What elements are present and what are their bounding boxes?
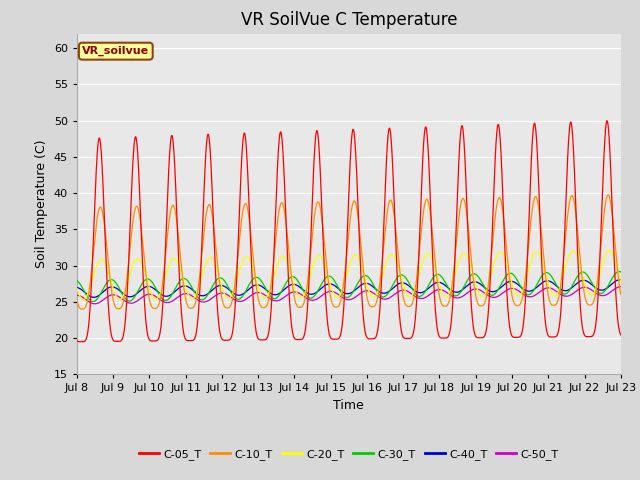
C-30_T: [73, 278, 81, 284]
Line: C-40_T: C-40_T: [77, 280, 621, 297]
C-20_T: [171, 255, 179, 261]
Text: VR_soilvue: VR_soilvue: [82, 46, 149, 56]
C-40_T: [471, 279, 479, 285]
C-40_T: [171, 289, 179, 295]
C-10_T: [616, 289, 624, 295]
C-05_T: [604, 118, 611, 124]
C-20_T: [617, 279, 625, 285]
C-30_T: [471, 271, 479, 277]
C-40_T: [73, 285, 81, 290]
C-40_T: [90, 294, 98, 300]
C-30_T: [89, 299, 97, 304]
C-05_T: [329, 336, 337, 342]
Legend: C-05_T, C-10_T, C-20_T, C-30_T, C-40_T, C-50_T: C-05_T, C-10_T, C-20_T, C-30_T, C-40_T, …: [134, 444, 563, 464]
Title: VR SoilVue C Temperature: VR SoilVue C Temperature: [241, 11, 457, 29]
C-30_T: [329, 275, 337, 281]
C-05_T: [617, 332, 625, 338]
C-50_T: [471, 286, 479, 292]
C-30_T: [171, 287, 179, 292]
C-30_T: [441, 278, 449, 284]
Line: C-05_T: C-05_T: [77, 121, 621, 342]
C-40_T: [616, 277, 623, 283]
C-50_T: [171, 297, 179, 302]
C-10_T: [78, 306, 86, 312]
C-05_T: [471, 331, 479, 337]
C-10_T: [441, 303, 449, 309]
C-40_T: [329, 282, 337, 288]
C-20_T: [616, 277, 624, 283]
Line: C-30_T: C-30_T: [77, 272, 621, 301]
C-20_T: [441, 293, 449, 299]
C-50_T: [91, 301, 99, 307]
C-10_T: [329, 301, 337, 307]
C-50_T: [73, 292, 81, 298]
C-20_T: [79, 297, 87, 302]
C-20_T: [329, 288, 337, 294]
X-axis label: Time: Time: [333, 399, 364, 412]
C-30_T: [502, 274, 509, 279]
C-05_T: [76, 339, 84, 345]
C-50_T: [329, 288, 337, 294]
C-10_T: [604, 192, 612, 198]
C-50_T: [502, 288, 509, 294]
C-40_T: [441, 282, 449, 288]
C-20_T: [502, 257, 509, 263]
C-10_T: [171, 206, 179, 212]
C-10_T: [471, 287, 479, 292]
Y-axis label: Soil Temperature (C): Soil Temperature (C): [35, 140, 48, 268]
Line: C-10_T: C-10_T: [77, 195, 621, 309]
C-20_T: [471, 277, 479, 283]
C-10_T: [617, 291, 625, 297]
C-05_T: [171, 162, 179, 168]
C-30_T: [615, 269, 623, 275]
C-20_T: [73, 286, 81, 291]
C-05_T: [441, 335, 449, 341]
C-10_T: [502, 235, 509, 240]
C-50_T: [617, 284, 625, 289]
C-05_T: [616, 331, 624, 337]
C-30_T: [616, 269, 624, 275]
C-30_T: [617, 269, 625, 275]
Line: C-20_T: C-20_T: [77, 250, 621, 300]
C-50_T: [441, 288, 449, 294]
C-40_T: [616, 277, 624, 283]
C-05_T: [73, 337, 81, 343]
C-10_T: [73, 297, 81, 302]
C-40_T: [617, 277, 625, 283]
C-40_T: [502, 280, 509, 286]
C-05_T: [502, 263, 509, 268]
Line: C-50_T: C-50_T: [77, 287, 621, 304]
C-20_T: [605, 247, 613, 253]
C-50_T: [616, 284, 624, 289]
